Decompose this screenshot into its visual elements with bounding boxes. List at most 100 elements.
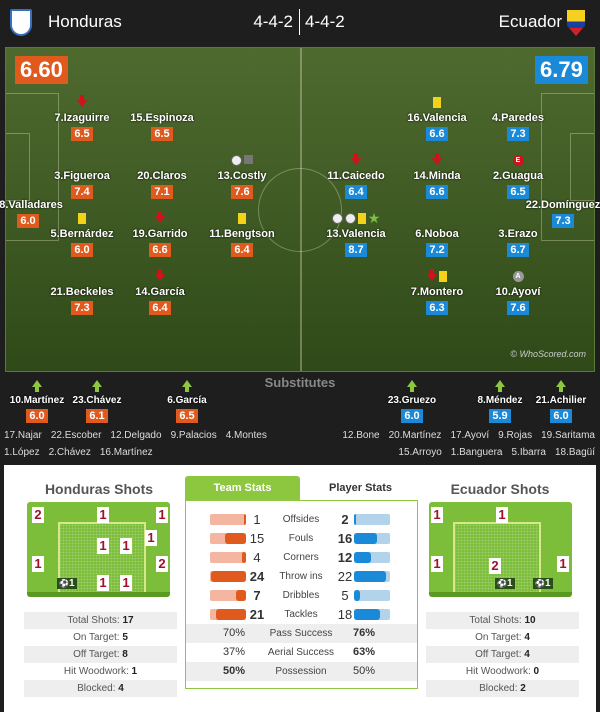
substitute-player[interactable]: 23.Chávez 6.1	[47, 395, 147, 424]
bench-row: 15.Arroyo 1.Banguera 5.Ibarra 18.Bagüí	[398, 447, 595, 458]
row-value: 0	[533, 666, 540, 677]
row-value: 8	[122, 649, 128, 660]
player-marker[interactable]: 14.García 6.4	[110, 286, 210, 316]
bench-player[interactable]: 5.Ibarra	[511, 447, 546, 458]
tab-team-stats[interactable]: Team Stats	[185, 476, 300, 500]
player-name: 16.Valencia	[407, 112, 467, 124]
goal-ball-icon: ⚽	[497, 579, 507, 588]
sub-on-icon	[495, 380, 505, 392]
bench-player[interactable]: 17.Ayoví	[450, 430, 490, 441]
substitute-player[interactable]: 8.Méndez 5.9	[450, 395, 550, 424]
away-stat-value: 2	[341, 512, 349, 527]
shot-zone-count: 1	[431, 507, 443, 523]
bench-player[interactable]: 16.Martínez	[99, 447, 153, 458]
shot-summary-row: On Target: 5	[24, 629, 177, 646]
row-value: 10	[524, 615, 536, 626]
player-marker[interactable]: 11.Bengtson 6.4	[192, 228, 292, 258]
bench-player[interactable]: 17.Najar	[4, 430, 42, 441]
watermark: © WhoScored.com	[510, 349, 586, 359]
player-marker[interactable]: 5.Bernárdez 6.0	[32, 228, 132, 258]
player-event-icons	[306, 153, 406, 165]
player-rating: 6.6	[149, 243, 171, 257]
away-pct-value: 63%	[352, 646, 376, 658]
bench-player[interactable]: 1.Banguera	[450, 447, 503, 458]
home-stat-bar	[210, 609, 246, 620]
player-marker[interactable]: 4.Paredes 7.3	[468, 112, 568, 142]
player-marker[interactable]: 14.Minda 6.6	[387, 170, 487, 200]
home-stat-value: 24	[249, 569, 265, 584]
away-stat-bar	[354, 514, 390, 525]
substitute-player[interactable]: 10.Martínez 6.0	[0, 395, 87, 424]
away-shot-summary: Total Shots: 10 On Target: 4 Off Target: 4…	[426, 612, 579, 697]
bench-player[interactable]: 2.Chávez	[48, 447, 91, 458]
player-marker[interactable]: 21.Beckeles 7.3	[32, 286, 132, 316]
player-marker[interactable]: 3.Erazo 6.7	[468, 228, 568, 258]
player-name: 15.Espinoza	[130, 112, 194, 124]
home-stat-fill	[236, 590, 246, 601]
player-marker[interactable]: 22.Domínguez 7.3	[513, 199, 600, 229]
bench-player[interactable]: 1.López	[4, 447, 40, 458]
player-name: 3.Figueroa	[54, 170, 110, 182]
team-stat-row: 24 Throw ins 22	[186, 567, 417, 586]
player-rating: 5.9	[489, 409, 511, 423]
bench-player[interactable]: 4.Montes	[225, 430, 267, 441]
home-pct-value: 50%	[222, 665, 246, 677]
home-team-name[interactable]: Honduras	[48, 12, 122, 31]
sub-on-icon	[407, 380, 417, 392]
substitute-player[interactable]: 21.Achilier 6.0	[511, 395, 600, 424]
goal-count-value: 1	[544, 578, 551, 589]
bench-player[interactable]: 20.Martínez	[388, 430, 442, 441]
bench-player[interactable]: 22.Escober	[50, 430, 102, 441]
player-marker[interactable]: 7.Izaguirre 6.5	[32, 112, 132, 142]
sub-off-icon	[155, 211, 165, 223]
bench-player[interactable]: 9.Rojas	[498, 430, 533, 441]
bench-player[interactable]: 18.Bagüí	[554, 447, 595, 458]
bench-player[interactable]: 19.Saritama	[541, 430, 595, 441]
player-marker[interactable]: 20.Claros 7.1	[112, 170, 212, 200]
row-label: Off Target:	[73, 649, 120, 660]
bench-player[interactable]: 12.Bone	[342, 430, 380, 441]
stat-label: Fouls	[288, 533, 314, 544]
player-name: 3.Erazo	[498, 228, 538, 240]
player-marker[interactable]: 2.Guagua 6.5	[468, 170, 568, 200]
goal-count-value: 1	[68, 578, 75, 589]
player-marker[interactable]: 15.Espinoza 6.5	[112, 112, 212, 142]
player-marker[interactable]: 16.Valencia 6.6	[387, 112, 487, 142]
yellow-card-icon	[238, 213, 246, 224]
team-stat-row: 1 Offsides 2	[186, 510, 417, 529]
player-name: 10.Ayoví	[495, 286, 541, 298]
player-event-icons	[32, 95, 132, 107]
substitute-player[interactable]: 23.Gruezo 6.0	[362, 395, 462, 424]
man-of-the-match-icon: ★	[367, 210, 381, 226]
player-name: 21.Achilier	[535, 395, 587, 406]
bench-player[interactable]: 15.Arroyo	[398, 447, 442, 458]
player-name: 11.Bengtson	[209, 228, 275, 240]
player-marker[interactable]: 13.Costly 7.6	[192, 170, 292, 200]
player-marker[interactable]: 11.Caicedo 6.4	[306, 170, 406, 200]
shot-zone-count: 1	[97, 575, 109, 591]
row-value: 17	[122, 615, 134, 626]
goal-icon	[331, 213, 343, 224]
sub-off-icon	[155, 269, 165, 281]
team-stat-row: 7 Dribbles 5	[186, 586, 417, 605]
away-team-name[interactable]: Ecuador	[498, 12, 562, 31]
home-stat-fill	[216, 609, 246, 620]
sub-on-icon	[182, 380, 192, 392]
player-marker[interactable]: 13.Valencia 8.7	[306, 228, 406, 258]
bench-player[interactable]: 9.Palacios	[170, 430, 217, 441]
player-marker[interactable]: 7.Montero 6.3	[387, 286, 487, 316]
goal-ball-icon: ⚽	[59, 579, 69, 588]
substitute-player[interactable]: 6.García 6.5	[137, 395, 237, 424]
sub-on-icon-wrap	[0, 380, 87, 392]
row-value: 1	[131, 666, 138, 677]
player-marker[interactable]: 3.Figueroa 7.4	[32, 170, 132, 200]
player-marker[interactable]: 19.Garrido 6.6	[110, 228, 210, 258]
sub-off-icon	[351, 153, 361, 165]
player-marker[interactable]: 10.Ayoví 7.6	[468, 286, 568, 316]
bench-player[interactable]: 12.Delgado	[110, 430, 162, 441]
away-stat-fill	[354, 590, 361, 601]
player-rating: 8.7	[345, 243, 367, 257]
player-marker[interactable]: 18.Valladares 6.0	[0, 199, 78, 229]
tab-player-stats[interactable]: Player Stats	[329, 482, 392, 494]
player-marker[interactable]: 6.Noboa 7.2	[387, 228, 487, 258]
